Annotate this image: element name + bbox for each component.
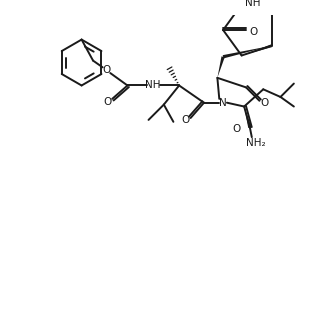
Polygon shape [223,46,272,58]
Polygon shape [217,56,225,78]
Text: N: N [219,98,227,108]
Text: O: O [232,124,241,134]
Text: O: O [102,65,111,75]
Text: O: O [260,98,268,108]
Text: NH: NH [245,0,261,8]
Text: NH: NH [145,81,160,90]
Text: O: O [182,115,190,125]
Text: O: O [250,27,258,37]
Text: O: O [103,97,112,107]
Polygon shape [242,44,272,55]
Text: NH₂: NH₂ [246,138,265,148]
Polygon shape [244,107,252,128]
